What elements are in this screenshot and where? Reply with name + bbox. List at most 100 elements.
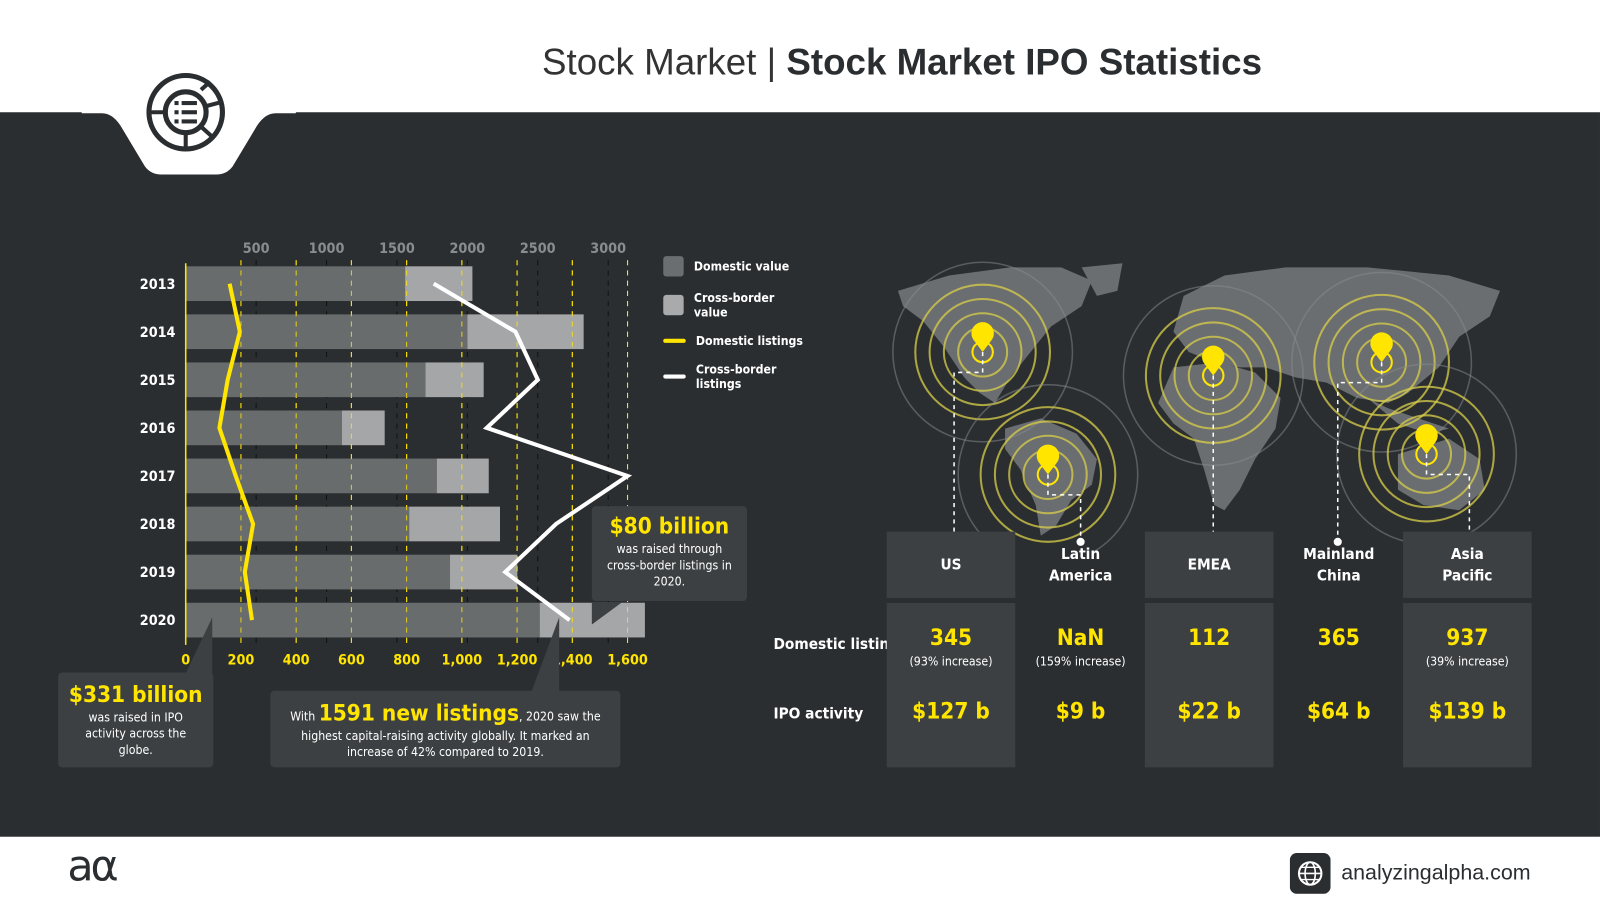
bar-domestic-value bbox=[185, 266, 406, 302]
bar-domestic-value bbox=[185, 314, 468, 350]
top-tick-label: 1500 bbox=[379, 241, 415, 257]
connector-dot bbox=[1333, 537, 1342, 546]
year-label: 2016 bbox=[140, 421, 176, 437]
continents bbox=[897, 263, 1500, 536]
bar-domestic-value bbox=[185, 554, 451, 590]
connector-line bbox=[1047, 474, 1082, 542]
bar-domestic-value bbox=[185, 602, 540, 638]
region-column: NaN (159% increase) $9 b bbox=[1016, 603, 1145, 767]
region-column: 345 (93% increase) $127 b bbox=[886, 603, 1016, 768]
top-tick-label: 2500 bbox=[520, 241, 556, 257]
bottom-tick-label: 1,600 bbox=[607, 652, 648, 668]
callout-new-listings: With 1591 new listings, 2020 saw the hig… bbox=[270, 690, 621, 768]
callout-value: $331 billion bbox=[68, 682, 203, 709]
legend-label: Domestic value bbox=[693, 259, 790, 274]
year-label: 2014 bbox=[140, 325, 176, 341]
row-label-domestic: Domestic listings bbox=[773, 634, 908, 654]
north-america bbox=[897, 267, 1092, 404]
bar-cross-border-value bbox=[436, 458, 489, 494]
domestic-listings-value: NaN bbox=[1056, 625, 1105, 652]
legend-label: Domestic listings bbox=[695, 333, 803, 348]
legend-swatch bbox=[663, 294, 684, 316]
chart-list-icon bbox=[146, 72, 225, 152]
ipo-activity-value: $9 b bbox=[1055, 698, 1106, 725]
bar-cross-border-value bbox=[425, 362, 484, 398]
ring-outer bbox=[892, 261, 1074, 443]
brand-logo: aα bbox=[67, 840, 118, 891]
region-header: US bbox=[886, 531, 1016, 598]
greenland bbox=[1081, 263, 1123, 296]
legend-line bbox=[663, 338, 686, 343]
callout-value: $80 billion bbox=[609, 514, 730, 540]
connector-line bbox=[1336, 362, 1383, 542]
region-column: 937 (39% increase) $139 b bbox=[1403, 603, 1532, 768]
domestic-listings-value: 937 bbox=[1446, 625, 1489, 652]
site-link[interactable]: analyzingalpha.com bbox=[1290, 853, 1531, 894]
legend-label: Cross-border listings bbox=[695, 362, 777, 391]
page-title: Stock Market | Stock Market IPO Statisti… bbox=[0, 41, 1600, 84]
connector-line bbox=[953, 352, 984, 542]
legend-domestic-listings: Domestic listings bbox=[663, 334, 803, 348]
row-label-ipo: IPO activity bbox=[773, 704, 864, 723]
south-america bbox=[1005, 418, 1097, 536]
callout-text: was raised through cross-border listings… bbox=[606, 541, 732, 589]
title-category: Stock Market bbox=[542, 40, 757, 83]
header-notch bbox=[81, 110, 296, 175]
ring bbox=[928, 297, 1037, 407]
domestic-listings-value: 112 bbox=[1188, 625, 1231, 652]
ring bbox=[1327, 308, 1436, 417]
map-pin-icon bbox=[971, 322, 994, 353]
legend-domestic-value: Domestic value bbox=[663, 256, 803, 277]
region-column: 365 $64 b bbox=[1274, 603, 1403, 767]
connector-dot bbox=[1076, 537, 1085, 546]
ring-outer bbox=[957, 383, 1139, 552]
ring bbox=[1358, 385, 1495, 523]
bottom-tick-label: 1,200 bbox=[497, 652, 538, 668]
bottom-tick-label: 1,000 bbox=[442, 652, 483, 668]
bar-cross-border-value bbox=[467, 314, 584, 350]
region-header: EMEA bbox=[1144, 531, 1274, 598]
callout-text: With bbox=[290, 709, 319, 724]
listings-change bbox=[1145, 654, 1274, 670]
callout-value: 1591 new listings bbox=[318, 701, 520, 727]
listings-change bbox=[1274, 654, 1403, 670]
title-separator: | bbox=[756, 40, 787, 83]
world-map bbox=[892, 261, 1518, 552]
line-cross-border-listings bbox=[432, 281, 633, 622]
bar-cross-border-value bbox=[405, 266, 473, 302]
callout-text: , 2020 saw the highest capital-raising a… bbox=[301, 709, 601, 760]
year-label: 2013 bbox=[140, 277, 176, 293]
top-tick-label: 500 bbox=[243, 241, 270, 257]
region-header: Asia Pacific bbox=[1403, 531, 1532, 598]
legend-cross-border-value: Cross-border value bbox=[663, 291, 803, 320]
year-label: 2019 bbox=[140, 565, 176, 581]
year-label: 2020 bbox=[140, 613, 176, 629]
africa bbox=[1158, 362, 1281, 511]
listings-change: (159% increase) bbox=[1035, 654, 1126, 669]
callout-text: was raised in IPO activity across the gl… bbox=[85, 710, 187, 758]
bar-cross-border-value bbox=[409, 506, 501, 542]
ring bbox=[942, 312, 1023, 392]
ring bbox=[1341, 322, 1422, 403]
bar-cross-border-value bbox=[341, 410, 385, 446]
title-main: Stock Market IPO Statistics bbox=[786, 40, 1263, 83]
bar-domestic-value bbox=[185, 458, 437, 494]
bottom-tick-label: 600 bbox=[338, 652, 365, 668]
bar-domestic-value bbox=[185, 410, 342, 446]
connector-line bbox=[1425, 454, 1471, 542]
map-pin-icon bbox=[1202, 345, 1225, 376]
ipo-activity-value: $127 b bbox=[912, 698, 990, 725]
site-url: analyzingalpha.com bbox=[1341, 861, 1531, 885]
legend-line bbox=[663, 374, 686, 379]
legend-swatch bbox=[663, 256, 684, 277]
ring bbox=[993, 420, 1103, 529]
ring bbox=[1386, 414, 1467, 494]
region-header: Mainland China bbox=[1303, 544, 1375, 585]
listings-change: (39% increase) bbox=[1425, 654, 1509, 669]
ring bbox=[1173, 335, 1254, 416]
top-tick-label: 2000 bbox=[449, 241, 485, 257]
callout-total-raised: $331 billion was raised in IPO activity … bbox=[58, 672, 214, 768]
ring bbox=[1008, 434, 1088, 515]
globe-icon bbox=[1290, 853, 1331, 894]
ring bbox=[1372, 399, 1481, 509]
